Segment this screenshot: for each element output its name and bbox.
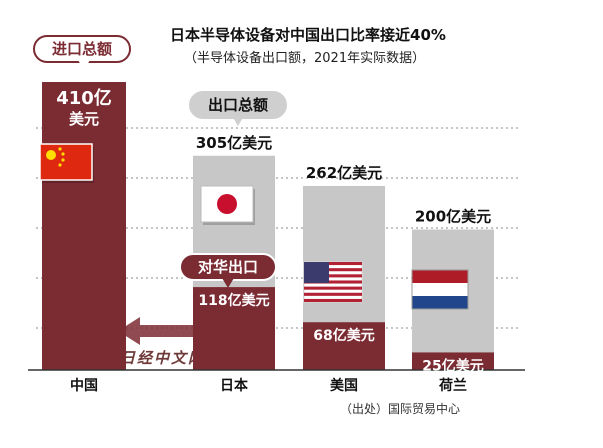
china-flag-icon <box>39 143 93 181</box>
bar-to-china-3 <box>412 352 494 370</box>
x-tick-label-3: 美国 <box>330 377 358 394</box>
flow-arrow-icon <box>118 317 193 345</box>
usa-flag-canton <box>304 262 329 283</box>
bar-to-china-2 <box>303 322 385 370</box>
china-flag-small-star-2 <box>61 152 65 156</box>
bar-china-import <box>42 82 126 370</box>
data-label-total-1: 305亿美元 <box>196 134 272 152</box>
x-tick-label-1: 中国 <box>70 377 98 394</box>
badge-import-total-tail <box>78 60 90 70</box>
usa-flag-stripe-1 <box>304 262 362 266</box>
netherlands-flag-blue-stripe <box>412 296 468 309</box>
usa-flag-stripe-7 <box>304 298 362 302</box>
netherlands-flag-white-stripe <box>412 283 468 296</box>
chart-title: 日本半导体设备对中国出口比率接近40% <box>170 26 446 44</box>
china-flag-small-star-1 <box>58 147 62 151</box>
usa-flag-stripe-5 <box>304 286 362 290</box>
watermark-text: 日经中文网 <box>120 349 206 367</box>
japan-flag-sun <box>217 194 237 214</box>
data-label-to-china-2: 68亿美元 <box>313 327 374 344</box>
china-flag-small-star-3 <box>61 158 65 162</box>
usa-flag-stripe-3 <box>304 274 362 278</box>
x-tick-label-4: 荷兰 <box>438 377 467 394</box>
data-label-total-3: 200亿美元 <box>415 208 491 226</box>
x-tick-label-2: 日本 <box>220 377 249 394</box>
source-note: （出处）国际贸易中心 <box>340 402 461 416</box>
badge-export-total-label: 出口总额 <box>208 96 268 114</box>
usa-flag-stripe-4 <box>304 280 362 284</box>
badge-to-china-tail <box>222 278 234 288</box>
badge-import-total-label: 进口总额 <box>52 40 112 58</box>
data-label-to-china-1: 118亿美元 <box>198 292 269 309</box>
chart-subtitle: （半导体设备出口额，2021年实际数据） <box>184 51 426 66</box>
china-flag-big-star <box>46 150 56 160</box>
badge-to-china-label: 对华出口 <box>198 258 258 276</box>
bar-to-china-1 <box>193 287 275 370</box>
usa-flag-stripe-2 <box>304 268 362 272</box>
data-label-china-import-line1: 410亿 <box>56 87 112 109</box>
data-label-to-china-3: 25亿美元 <box>422 357 483 374</box>
data-label-total-2: 262亿美元 <box>306 164 382 182</box>
data-label-china-import-line2: 美元 <box>69 110 99 128</box>
china-flag-small-star-4 <box>58 163 62 167</box>
netherlands-flag-red-stripe <box>412 270 468 283</box>
badge-export-total-tail <box>232 116 244 126</box>
netherlands-flag-icon <box>411 269 469 310</box>
usa-flag-stripe-6 <box>304 292 362 296</box>
